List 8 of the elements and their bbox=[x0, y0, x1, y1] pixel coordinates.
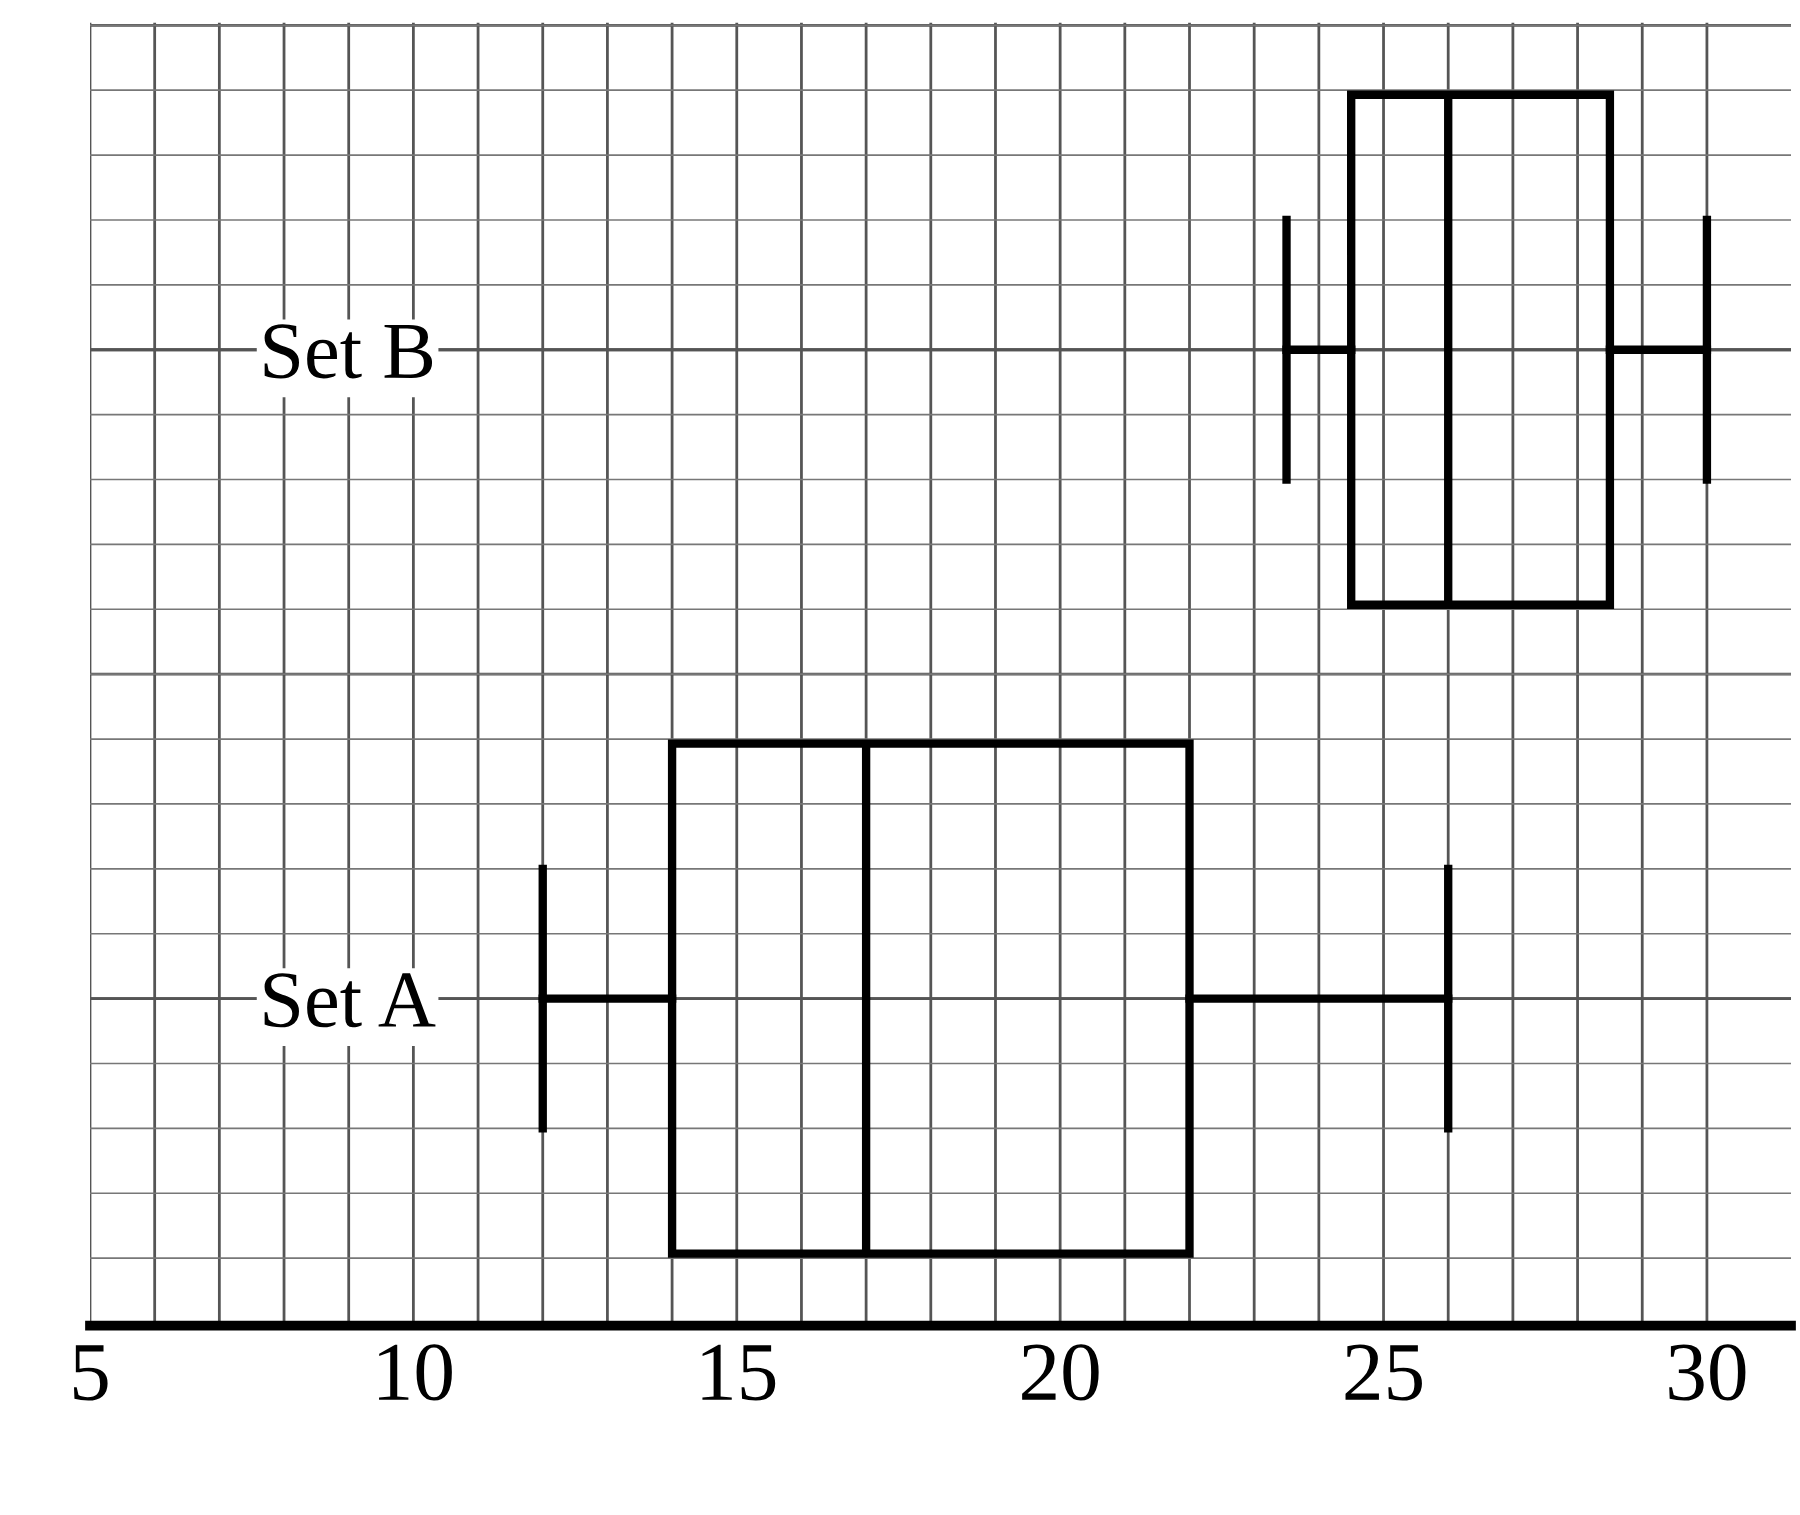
x-tick-label: 10 bbox=[379, 1344, 452, 1401]
x-tick-label: 30 bbox=[1669, 1344, 1746, 1401]
y-tick-label: Set A bbox=[264, 973, 436, 1028]
x-tick-label: 5 bbox=[74, 1345, 108, 1401]
y-tick-label: Set B bbox=[264, 324, 433, 379]
x-tick-label: 20 bbox=[1022, 1344, 1099, 1401]
x-tick-label: 25 bbox=[1345, 1344, 1422, 1401]
x-tick-label: 15 bbox=[702, 1344, 776, 1401]
